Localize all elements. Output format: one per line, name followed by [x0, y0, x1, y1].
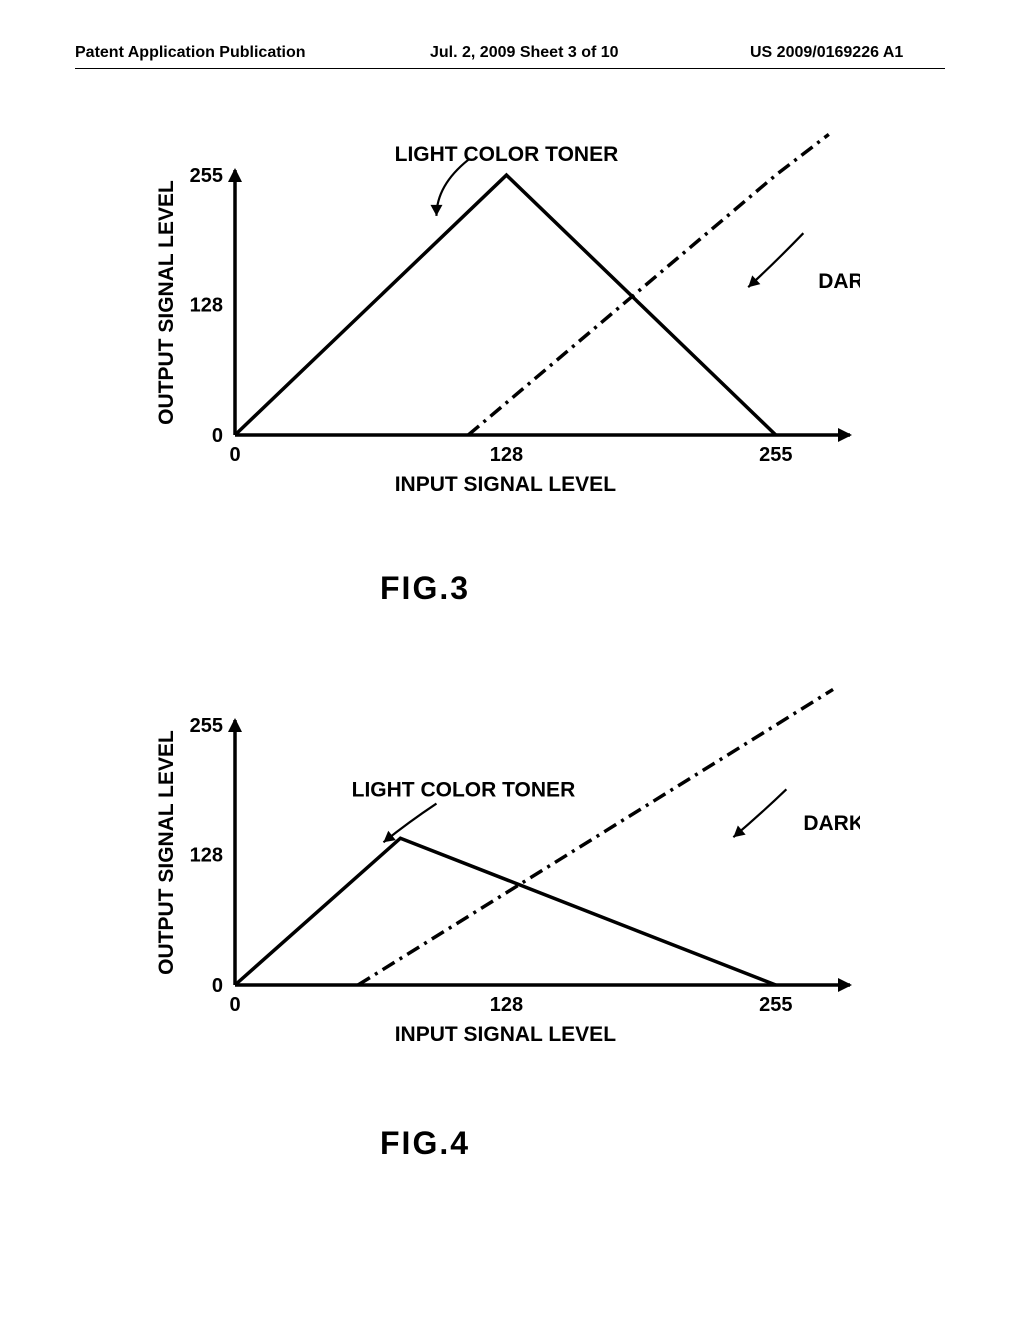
dark-toner-curve	[468, 134, 829, 435]
y-axis-label: OUTPUT SIGNAL LEVEL	[155, 730, 178, 975]
y-axis-arrow	[228, 168, 242, 182]
header-rule	[75, 68, 945, 69]
header-right: US 2009/0169226 A1	[750, 44, 903, 62]
header-left: Patent Application Publication	[75, 44, 306, 62]
y-axis-label: OUTPUT SIGNAL LEVEL	[155, 180, 178, 425]
light-pointer	[436, 160, 468, 216]
x-tick-label: 255	[759, 444, 792, 466]
y-tick-label: 255	[190, 715, 223, 737]
y-tick-label: 128	[190, 845, 223, 867]
y-axis-arrow	[228, 718, 242, 732]
fig4-caption: FIG.4	[380, 1125, 470, 1162]
fig3-chart: 0 128 255 0 128 255 INPUT SIGNAL LEVEL OUTPUT S…	[140, 130, 860, 510]
light-pointer-head	[383, 831, 395, 843]
light-toner-curve	[235, 175, 776, 435]
y-tick-label: 128	[190, 295, 223, 317]
y-tick-label: 255	[190, 165, 223, 187]
dark-toner-label: DARK COLOR TONER	[803, 812, 860, 835]
fig3-svg: 0 128 255 0 128 255 INPUT SIGNAL LEVEL OUTPUT S…	[140, 130, 860, 510]
y-tick-label: 0	[212, 975, 223, 997]
x-axis-arrow	[838, 978, 852, 992]
light-toner-label: LIGHT COLOR TONER	[395, 143, 619, 166]
x-tick-label: 128	[490, 444, 523, 466]
light-toner-label: LIGHT COLOR TONER	[352, 778, 576, 801]
light-toner-curve	[235, 838, 776, 985]
x-tick-label: 128	[490, 994, 523, 1016]
x-axis-arrow	[838, 428, 852, 442]
x-tick-label: 0	[229, 994, 240, 1016]
fig4-chart: 0 128 255 0 128 255 INPUT SIGNAL LEVEL OUTPUT S…	[140, 680, 860, 1060]
x-tick-label: 0	[229, 444, 240, 466]
x-axis-label: INPUT SIGNAL LEVEL	[395, 1023, 616, 1046]
dark-pointer	[748, 233, 803, 287]
page-header: Patent Application Publication Jul. 2, 2…	[0, 40, 1024, 70]
x-axis-label: INPUT SIGNAL LEVEL	[395, 473, 616, 496]
fig3-caption: FIG.3	[380, 570, 470, 607]
dark-toner-label: DARK COLOR TONER	[818, 270, 860, 293]
fig4-svg: 0 128 255 0 128 255 INPUT SIGNAL LEVEL OUTPUT S…	[140, 680, 860, 1060]
light-pointer-head	[430, 205, 442, 216]
dark-toner-curve	[358, 689, 833, 985]
y-tick-label: 0	[212, 425, 223, 447]
header-center: Jul. 2, 2009 Sheet 3 of 10	[430, 44, 619, 62]
x-tick-label: 255	[759, 994, 792, 1016]
